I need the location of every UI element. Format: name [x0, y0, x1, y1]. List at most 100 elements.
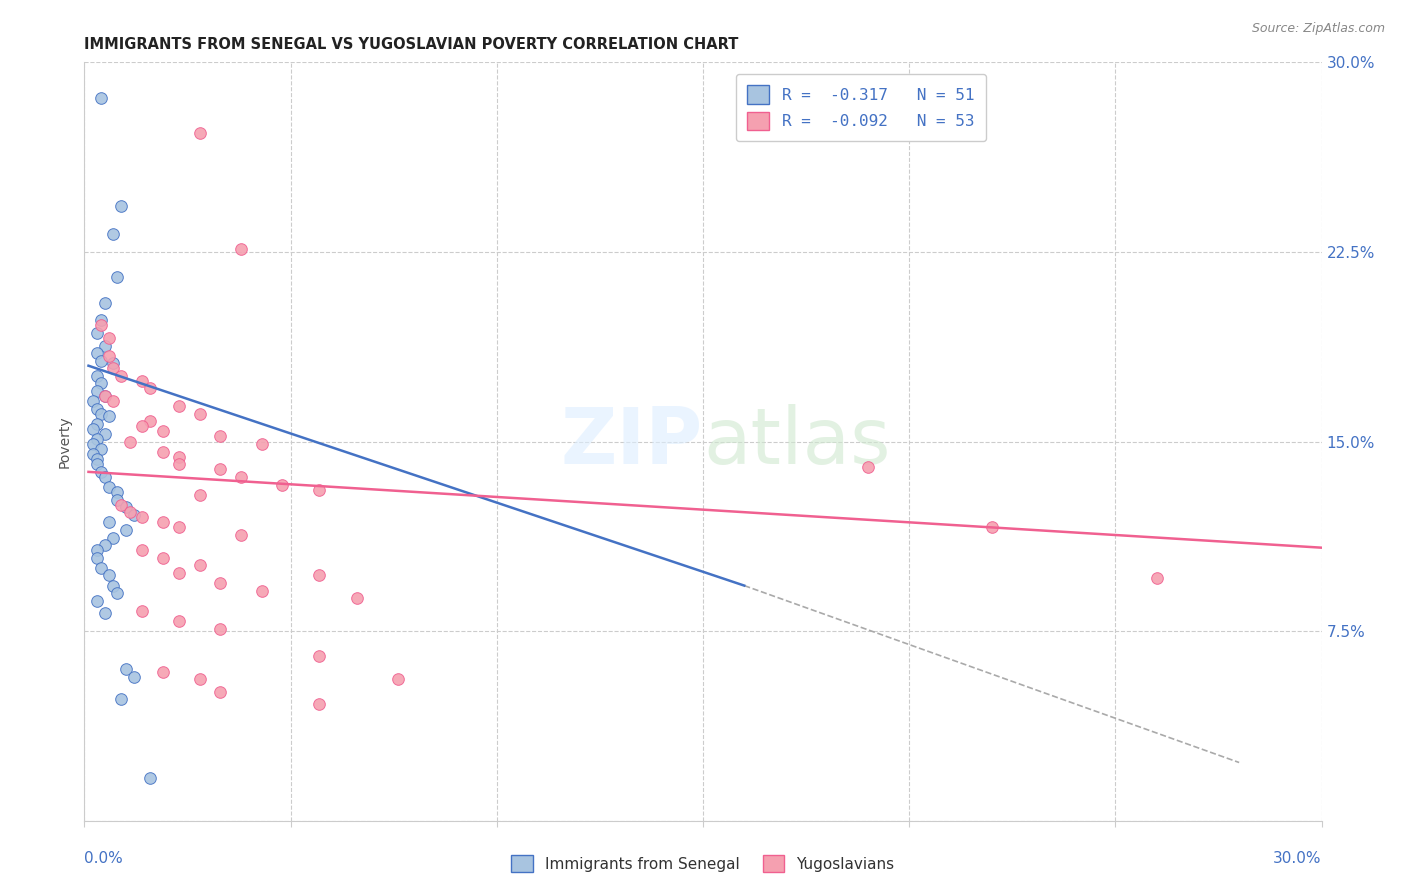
Point [118, 505, 141, 519]
Point [209, 622, 232, 636]
Point [86, 384, 108, 398]
Point [103, 227, 125, 242]
Point [103, 361, 125, 376]
Point [271, 477, 294, 491]
Text: atlas: atlas [703, 403, 890, 480]
Point [90, 91, 112, 105]
Point [152, 550, 174, 565]
Point [90, 442, 112, 457]
Point [167, 450, 190, 464]
Point [105, 586, 128, 600]
Text: 30.0%: 30.0% [1274, 851, 1322, 866]
Point [86, 458, 108, 472]
Point [82, 422, 104, 436]
Point [86, 417, 108, 431]
Point [82, 394, 104, 409]
Point [980, 520, 1002, 534]
Point [90, 407, 112, 421]
Point [90, 561, 112, 575]
Point [167, 399, 190, 413]
Point [86, 594, 108, 608]
Point [387, 672, 409, 686]
Point [98, 409, 121, 424]
Point [139, 382, 162, 396]
Point [110, 692, 132, 706]
Point [86, 326, 108, 340]
Point [118, 434, 141, 449]
Point [131, 374, 153, 388]
Point [308, 698, 330, 712]
Point [250, 583, 273, 598]
Point [103, 531, 125, 545]
Point [103, 394, 125, 409]
Text: 0.0%: 0.0% [84, 851, 124, 866]
Point [856, 459, 879, 474]
Point [105, 485, 128, 500]
Point [86, 401, 108, 416]
Point [209, 462, 232, 476]
Legend: Immigrants from Senegal, Yugoslavians: Immigrants from Senegal, Yugoslavians [503, 847, 903, 880]
Point [229, 528, 252, 542]
Point [82, 447, 104, 461]
Point [122, 669, 145, 683]
Point [131, 419, 153, 434]
Point [98, 349, 121, 363]
Point [122, 508, 145, 522]
Point [308, 649, 330, 664]
Point [86, 543, 108, 558]
Point [308, 483, 330, 497]
Point [209, 429, 232, 443]
Point [167, 566, 190, 580]
Point [90, 353, 112, 368]
Point [131, 510, 153, 524]
Point [86, 368, 108, 383]
Point [152, 425, 174, 439]
Point [188, 487, 211, 501]
Point [131, 543, 153, 558]
Point [152, 444, 174, 458]
Point [90, 318, 112, 333]
Point [110, 199, 132, 213]
Point [188, 558, 211, 573]
Point [229, 243, 252, 257]
Text: Source: ZipAtlas.com: Source: ZipAtlas.com [1251, 22, 1385, 36]
Text: IMMIGRANTS FROM SENEGAL VS YUGOSLAVIAN POVERTY CORRELATION CHART: IMMIGRANTS FROM SENEGAL VS YUGOSLAVIAN P… [84, 37, 738, 52]
Point [131, 604, 153, 618]
Point [188, 407, 211, 421]
Text: ZIP: ZIP [561, 403, 703, 480]
Y-axis label: Poverty: Poverty [58, 416, 72, 467]
Point [94, 470, 117, 484]
Point [94, 538, 117, 552]
Point [86, 550, 108, 565]
Point [152, 665, 174, 679]
Point [1146, 571, 1168, 585]
Point [90, 313, 112, 327]
Point [110, 498, 132, 512]
Point [114, 523, 136, 537]
Point [152, 516, 174, 530]
Point [94, 607, 117, 621]
Legend: R =  -0.317   N = 51, R =  -0.092   N = 53: R = -0.317 N = 51, R = -0.092 N = 53 [735, 74, 986, 142]
Point [98, 568, 121, 582]
Point [86, 346, 108, 360]
Point [94, 295, 117, 310]
Point [98, 480, 121, 494]
Point [98, 516, 121, 530]
Point [94, 389, 117, 403]
Point [94, 338, 117, 352]
Point [90, 465, 112, 479]
Point [90, 376, 112, 391]
Point [105, 492, 128, 507]
Point [86, 452, 108, 467]
Point [188, 126, 211, 140]
Point [94, 389, 117, 403]
Point [167, 520, 190, 534]
Point [82, 437, 104, 451]
Point [139, 414, 162, 428]
Point [98, 331, 121, 345]
Point [188, 672, 211, 686]
Point [167, 458, 190, 472]
Point [139, 771, 162, 785]
Point [209, 576, 232, 591]
Point [103, 579, 125, 593]
